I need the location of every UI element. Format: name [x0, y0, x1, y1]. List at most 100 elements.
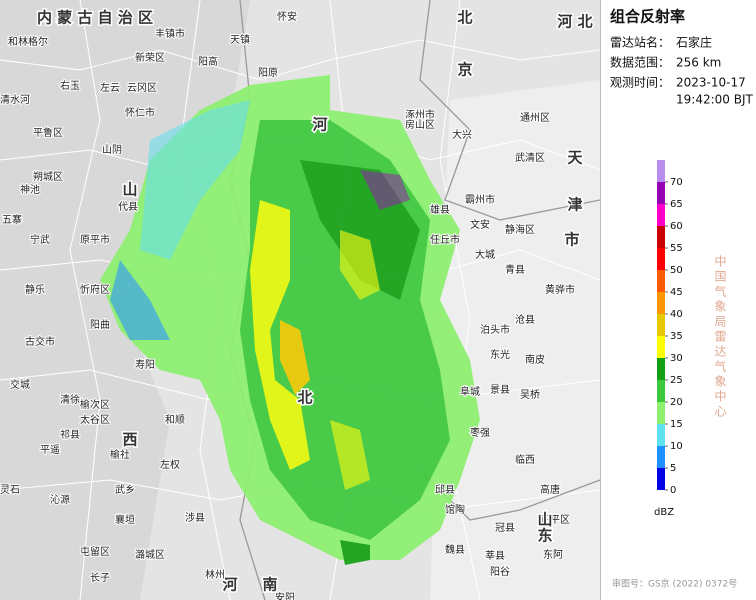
place-label: 忻府区 — [80, 283, 110, 296]
place-label: 原平市 — [80, 233, 110, 246]
province-label: 市 — [564, 231, 579, 249]
place-label: 灵石 — [0, 484, 20, 496]
colorbar-segment — [657, 248, 665, 270]
place-label: 茌平区 — [540, 514, 570, 526]
place-label: 武清区 — [515, 151, 545, 164]
colorbar-label: 30 — [670, 353, 683, 364]
station-label: 雷达站名： — [610, 35, 670, 50]
colorbar-segment — [657, 314, 665, 336]
radar-echo — [100, 75, 480, 565]
colorbar-segment — [657, 292, 665, 314]
place-label: 霸州市 — [465, 193, 495, 206]
colorbar-label: 70 — [670, 177, 683, 188]
place-label: 左权 — [160, 458, 180, 471]
place-label: 阳谷 — [490, 566, 510, 578]
colorbar-segment — [657, 270, 665, 292]
place-label: 武乡 — [115, 483, 135, 496]
place-label: 太谷区 — [80, 413, 110, 426]
place-label: 雄县 — [430, 203, 450, 216]
place-label: 任丘市 — [430, 233, 460, 246]
place-label: 冠县 — [495, 522, 515, 534]
place-label: 宁武 — [30, 233, 50, 246]
place-label: 泊头市 — [480, 323, 510, 336]
place-label: 五寨 — [2, 213, 22, 226]
colorbar-segment — [657, 402, 665, 424]
place-label: 阜城 — [460, 385, 480, 398]
place-label: 沁源 — [50, 493, 70, 506]
colorbar-label: 65 — [670, 199, 683, 210]
place-label: 右玉 — [60, 79, 80, 92]
colorbar-label: 60 — [670, 221, 683, 232]
place-label: 大城 — [475, 248, 495, 261]
colorbar-label: 50 — [670, 265, 683, 276]
title: 组合反射率 — [610, 8, 685, 26]
colorbar-label: 10 — [670, 441, 683, 452]
place-label: 朔城区 — [33, 170, 63, 183]
place-label: 榆次区 — [80, 398, 110, 411]
place-label: 清徐 — [60, 393, 80, 406]
province-label: 天 — [567, 149, 583, 167]
place-label: 高唐 — [540, 483, 560, 496]
time: 19:42:00 BJT — [676, 93, 753, 107]
time-label: 观测时间： — [610, 76, 670, 90]
province-label: 南 — [262, 576, 277, 594]
place-label: 榆社 — [110, 448, 130, 461]
review-number: 审图号：GS京 (2022) 0372号 — [612, 578, 737, 590]
province-label: 河 — [312, 116, 327, 134]
place-label: 阳原 — [258, 67, 278, 79]
province-label: 河 — [222, 576, 237, 594]
place-label: 怀安 — [277, 10, 297, 23]
place-label: 阳高 — [198, 55, 218, 68]
place-label: 屯留区 — [80, 545, 110, 558]
place-label: 房山区 — [405, 118, 435, 131]
place-label: 景县 — [490, 384, 510, 396]
colorbar: 0 5 10 15 20 25 30 35 40 45 50 55 60 65 70 — [657, 160, 683, 496]
place-label: 青县 — [505, 263, 525, 276]
place-label: 邱县 — [435, 483, 455, 496]
place-label: 清水河 — [0, 93, 30, 106]
place-label: 安阳 — [275, 591, 295, 600]
terrain — [0, 0, 250, 600]
place-label: 吴桥 — [520, 389, 540, 401]
place-label: 天镇 — [230, 33, 250, 46]
colorbar-segment — [657, 336, 665, 358]
place-label: 山阴 — [102, 144, 122, 156]
place-label: 莘县 — [485, 549, 505, 562]
place-label: 交城 — [10, 378, 30, 391]
province-label: 北 — [297, 389, 312, 407]
place-label: 涿州市 — [405, 108, 435, 121]
province-label: 北 — [457, 9, 472, 27]
place-label: 平遥 — [40, 443, 60, 456]
colorbar-label: 40 — [670, 309, 683, 320]
place-label: 魏县 — [445, 543, 465, 556]
colorbar-segment — [657, 468, 665, 490]
colorbar-segment — [657, 424, 665, 446]
place-label: 和林格尔 — [8, 35, 48, 48]
colorbar-label: 0 — [670, 485, 676, 496]
place-label: 通州区 — [520, 112, 550, 124]
place-label: 云冈区 — [127, 82, 157, 94]
place-label: 林州 — [205, 568, 225, 581]
place-label: 临西 — [515, 453, 535, 466]
province-label: 河 北 — [557, 13, 592, 31]
colorbar-segment — [657, 226, 665, 248]
place-label: 长子 — [90, 572, 110, 584]
colorbar-segment — [657, 182, 665, 204]
place-label: 涉县 — [185, 511, 205, 524]
colorbar-label: 20 — [670, 397, 683, 408]
colorbar-segment — [657, 446, 665, 468]
colorbar-label: 45 — [670, 287, 683, 298]
place-label: 静乐 — [25, 283, 45, 296]
station: 石家庄 — [676, 35, 712, 50]
place-label: 和顺 — [165, 414, 185, 426]
place-label: 寿阳 — [135, 358, 155, 371]
place-label: 大兴 — [452, 128, 472, 141]
range-label: 数据范围： — [610, 55, 670, 70]
province-label: 东 — [537, 527, 552, 545]
province-label: 山 — [537, 511, 552, 529]
place-label: 平鲁区 — [33, 126, 63, 139]
colorbar-label: 55 — [670, 243, 683, 254]
place-label: 沧县 — [515, 313, 535, 326]
